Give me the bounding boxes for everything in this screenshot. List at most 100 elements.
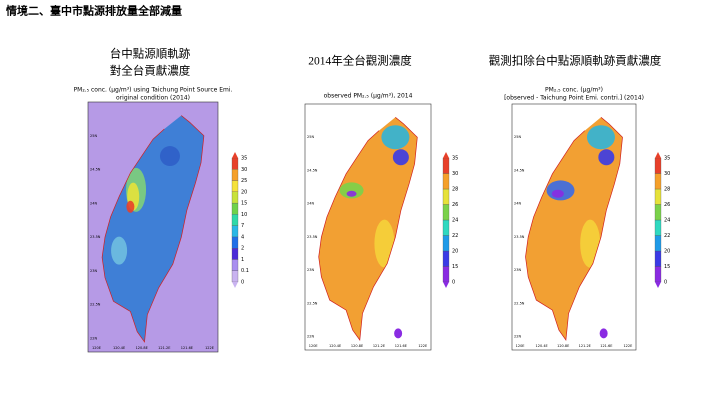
slide-title: 情境二、臺中市點源排放量全部減量	[6, 4, 182, 18]
lon-label: 120.4E	[329, 344, 341, 348]
colorbar-segment	[654, 219, 662, 236]
colorbar-segment	[442, 266, 450, 283]
lon-label: 122E	[418, 344, 427, 348]
colorbar-segment	[231, 157, 239, 170]
colorbar-label: 30	[452, 171, 458, 177]
colorbar-segment	[231, 259, 239, 271]
lon-label: 121.2E	[373, 344, 385, 348]
colorbar-segment	[442, 173, 450, 190]
lat-label: 22.5N	[307, 301, 318, 305]
colorbar-segment	[654, 250, 662, 267]
lon-label: 120E	[92, 346, 101, 350]
colorbar-label: 7	[241, 223, 244, 229]
plot-title: [observed - Taichung Point Emi. contri.]…	[504, 95, 644, 102]
lat-label: 22.5N	[514, 301, 525, 305]
lon-label: 121.6E	[600, 344, 612, 348]
colorbar-segment	[654, 266, 662, 283]
lat-label: 24N	[514, 202, 521, 206]
lat-label: 25N	[90, 134, 97, 138]
plot-title: PM₂.₅ conc. (μg/m³)	[545, 87, 603, 94]
colorbar-segment	[231, 270, 239, 283]
concentration-field	[111, 146, 180, 265]
lat-label: 22.5N	[90, 303, 101, 307]
lat-label: 23.5N	[514, 235, 525, 239]
colorbar-segment	[231, 225, 239, 238]
colorbar-label: 30	[241, 167, 247, 173]
plot-title: original condition (2014)	[116, 95, 190, 102]
panel-heading: 觀測扣除台中點源順軌跡貢獻濃度	[489, 54, 662, 68]
lon-label: 122E	[205, 346, 214, 350]
lat-label: 23N	[307, 268, 314, 272]
offshore-blob	[394, 328, 403, 339]
field-blob	[381, 125, 410, 150]
colorbar-segment	[231, 214, 239, 226]
plot-title: observed PM₂.₅ (μg/m³), 2014	[324, 93, 413, 100]
colorbar-label: 0	[664, 280, 667, 286]
colorbar-segment	[231, 202, 239, 215]
colorbar-segment	[231, 191, 239, 204]
colorbar-label: 35	[452, 156, 458, 162]
colorbar-segment	[231, 248, 239, 260]
lon-label: 121.6E	[395, 344, 407, 348]
colorbar-label: 15	[452, 264, 458, 270]
lat-label: 24N	[307, 202, 314, 206]
colorbar-arrow	[232, 282, 238, 288]
colorbar-segment	[654, 188, 662, 205]
colorbar-segment	[654, 204, 662, 221]
colorbar-label: 26	[664, 202, 670, 208]
colorbar-label: 15	[664, 264, 670, 270]
county-lines	[101, 115, 205, 343]
panel-heading: 台中點源順軌跡	[110, 47, 191, 61]
field-blob	[392, 149, 409, 166]
colorbar-label: 24	[452, 218, 458, 224]
colorbar-arrow	[443, 152, 449, 158]
colorbar-segment	[442, 219, 450, 236]
colorbar-arrow	[232, 152, 238, 158]
panel-heading: 對全台貢獻濃度	[110, 64, 191, 78]
colorbar-segment	[442, 188, 450, 205]
lat-label: 23.5N	[90, 235, 101, 239]
lat-label: 23.5N	[307, 235, 318, 239]
island	[318, 117, 418, 340]
lat-label: 22N	[90, 336, 97, 340]
colorbar-label: 25	[241, 178, 247, 184]
colorbar-label: 30	[664, 171, 670, 177]
colorbar-label: 0	[452, 280, 455, 286]
lon-label: 120.4E	[536, 344, 548, 348]
colorbar-segment	[654, 157, 662, 174]
colorbar-label: 24	[664, 218, 670, 224]
field-blob	[551, 189, 564, 198]
lat-label: 25N	[307, 135, 314, 139]
field-blob	[586, 125, 615, 150]
lon-label: 120.8E	[557, 344, 569, 348]
field-blob	[126, 200, 135, 213]
colorbar-segment	[442, 204, 450, 221]
field-blob	[346, 190, 357, 197]
colorbar-label: 22	[664, 233, 670, 239]
colorbar-arrow	[443, 282, 449, 288]
colorbar-label: 20	[452, 249, 458, 255]
colorbar-label: 20	[241, 189, 247, 195]
lon-label: 121.6E	[181, 346, 193, 350]
lat-label: 24N	[90, 201, 97, 205]
panel-heading: 2014年全台觀測濃度	[308, 54, 412, 68]
colorbar-label: 4	[241, 234, 244, 240]
lat-label: 22N	[514, 335, 521, 339]
colorbar-label: 2	[241, 246, 244, 252]
island	[102, 115, 204, 342]
colorbar-label: 10	[241, 212, 247, 218]
field-blob	[598, 149, 615, 166]
county-lines	[318, 117, 418, 341]
colorbar-arrow	[655, 282, 661, 288]
lon-label: 121.2E	[158, 346, 170, 350]
colorbar-label: 15	[241, 201, 247, 207]
lon-label: 120E	[309, 344, 318, 348]
colorbar-segment	[231, 169, 239, 181]
island	[525, 117, 623, 340]
offshore-blob	[599, 328, 608, 339]
colorbar-segment	[442, 250, 450, 267]
lat-label: 22N	[307, 335, 314, 339]
plot-title: PM₂.₅ conc. (μg/m³) using Taichung Point…	[74, 87, 233, 94]
lon-label: 120.8E	[136, 346, 148, 350]
